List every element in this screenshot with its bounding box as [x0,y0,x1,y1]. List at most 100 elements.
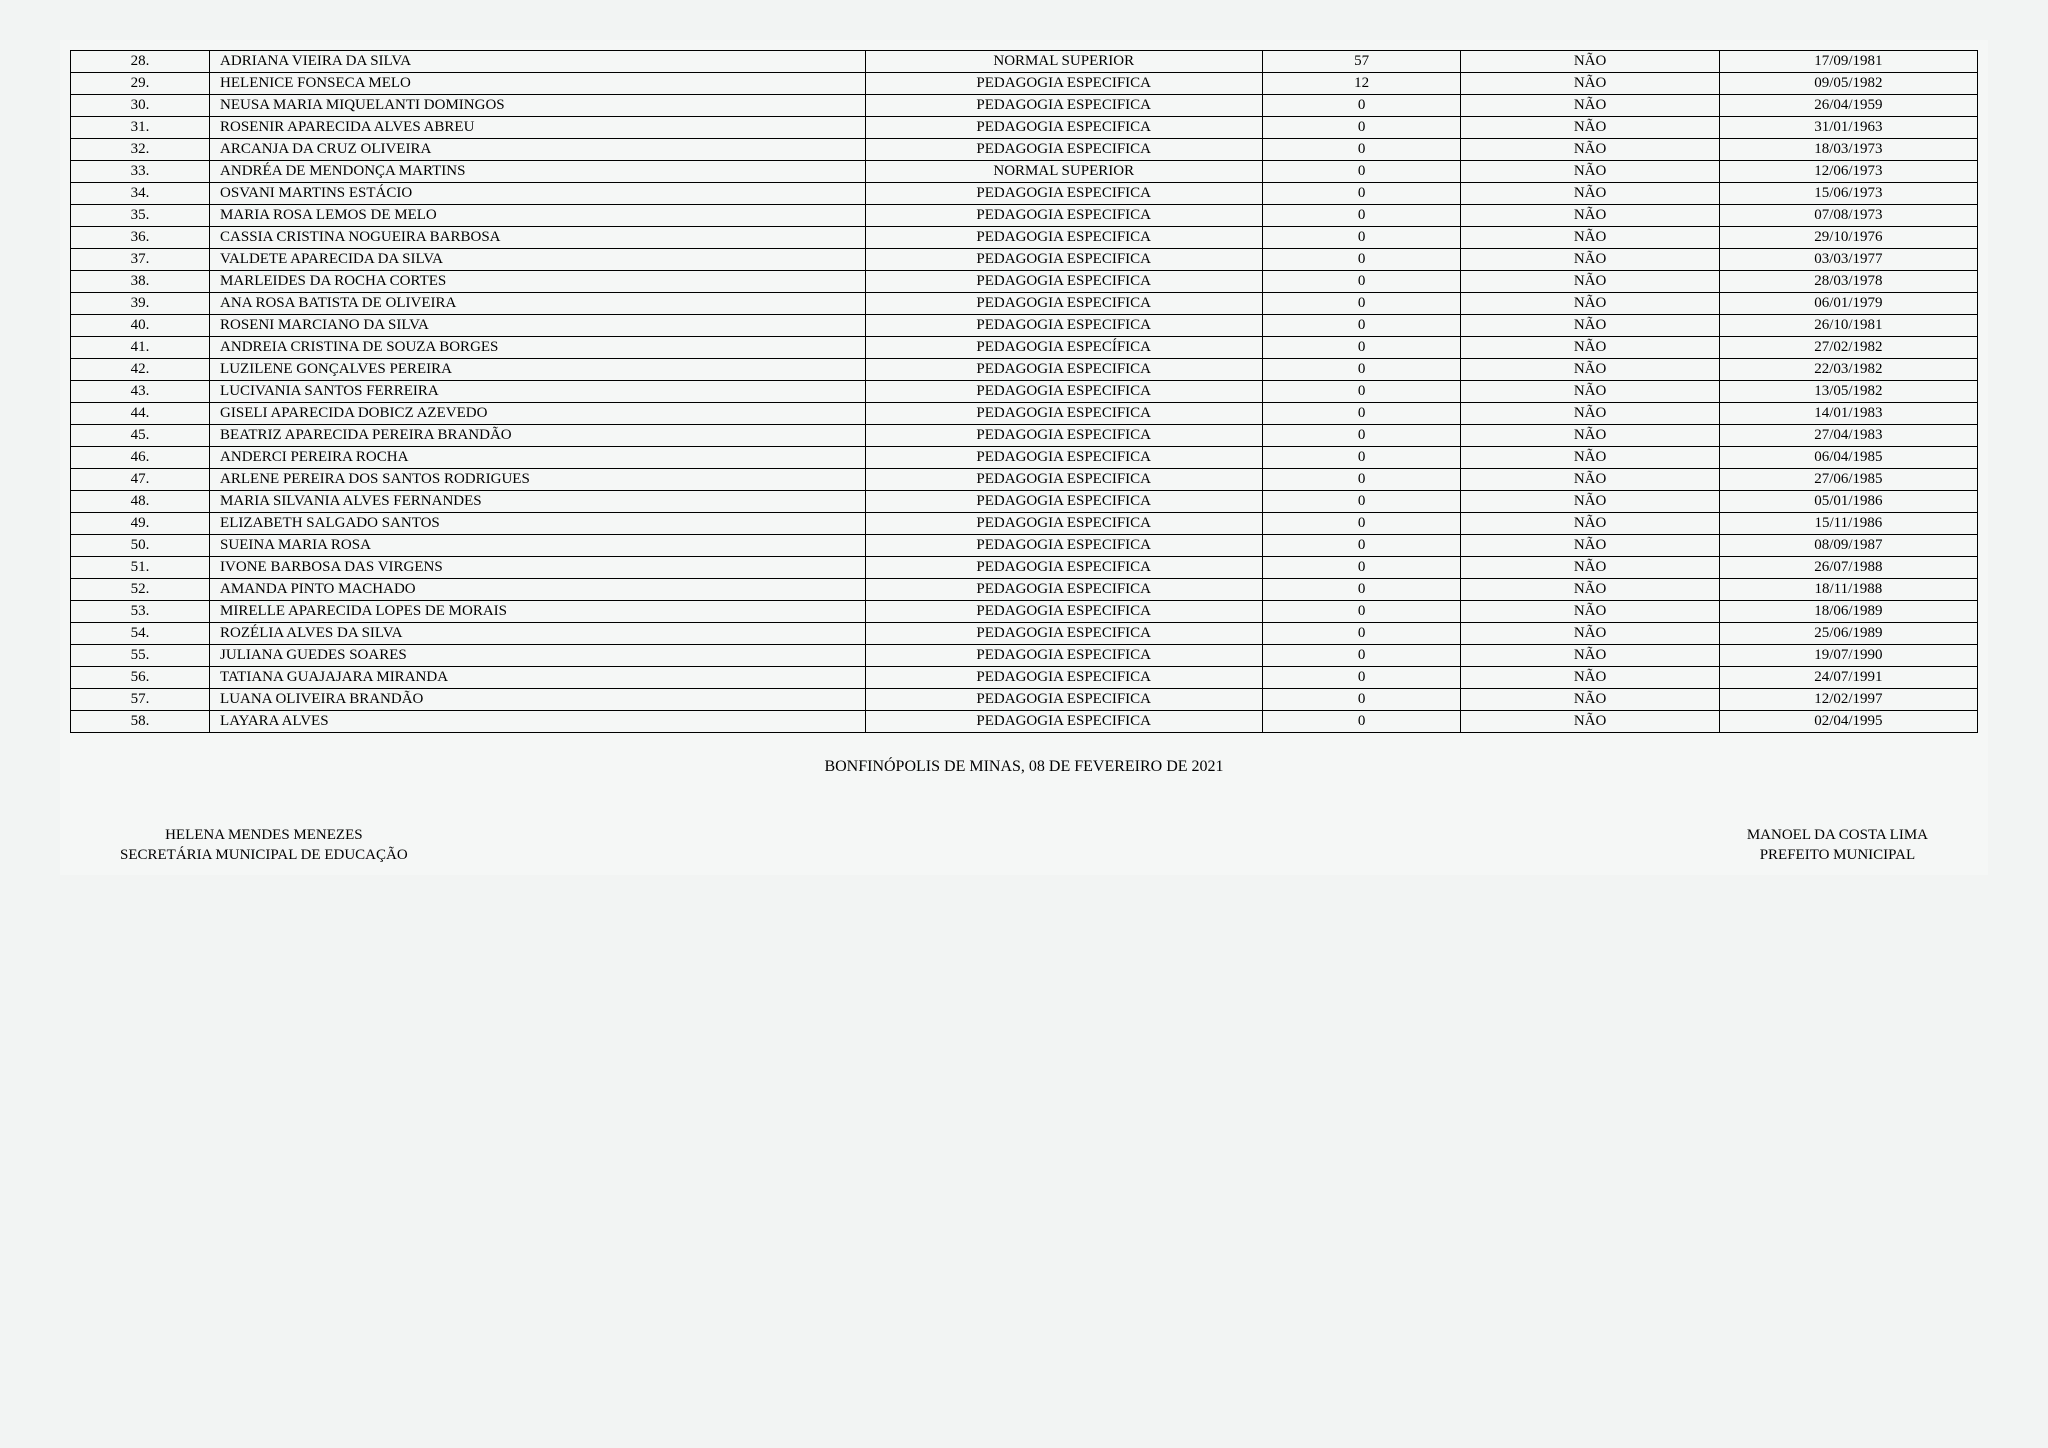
table-row: 34.OSVANI MARTINS ESTÁCIOPEDAGOGIA ESPEC… [71,183,1978,205]
cell-score: 0 [1262,205,1461,227]
cell-flag: NÃO [1461,139,1719,161]
signature-right-title: PREFEITO MUNICIPAL [1747,846,1928,866]
cell-date: 25/06/1989 [1719,623,1977,645]
cell-number: 34. [71,183,210,205]
cell-flag: NÃO [1461,513,1719,535]
cell-number: 33. [71,161,210,183]
cell-date: 05/01/1986 [1719,491,1977,513]
cell-number: 30. [71,95,210,117]
cell-number: 50. [71,535,210,557]
cell-type: PEDAGOGIA ESPECIFICA [865,689,1262,711]
cell-type: PEDAGOGIA ESPECIFICA [865,491,1262,513]
cell-name: LUANA OLIVEIRA BRANDÃO [210,689,866,711]
cell-name: MARIA ROSA LEMOS DE MELO [210,205,866,227]
cell-name: AMANDA PINTO MACHADO [210,579,866,601]
cell-number: 52. [71,579,210,601]
cell-score: 0 [1262,689,1461,711]
cell-name: LUZILENE GONÇALVES PEREIRA [210,359,866,381]
cell-number: 41. [71,337,210,359]
cell-score: 0 [1262,513,1461,535]
table-row: 33.ANDRÉA DE MENDONÇA MARTINSNORMAL SUPE… [71,161,1978,183]
cell-name: SUEINA MARIA ROSA [210,535,866,557]
table-row: 45.BEATRIZ APARECIDA PEREIRA BRANDÃOPEDA… [71,425,1978,447]
signature-left-title: SECRETÁRIA MUNICIPAL DE EDUCAÇÃO [120,846,408,866]
cell-score: 0 [1262,315,1461,337]
cell-date: 13/05/1982 [1719,381,1977,403]
cell-flag: NÃO [1461,205,1719,227]
signature-left-name: HELENA MENDES MENEZES [120,826,408,846]
cell-type: PEDAGOGIA ESPECIFICA [865,205,1262,227]
cell-flag: NÃO [1461,293,1719,315]
cell-type: NORMAL SUPERIOR [865,161,1262,183]
cell-flag: NÃO [1461,271,1719,293]
cell-flag: NÃO [1461,711,1719,733]
cell-type: PEDAGOGIA ESPECIFICA [865,667,1262,689]
table-row: 58.LAYARA ALVESPEDAGOGIA ESPECIFICA0NÃO0… [71,711,1978,733]
cell-flag: NÃO [1461,689,1719,711]
cell-score: 0 [1262,161,1461,183]
cell-type: PEDAGOGIA ESPECIFICA [865,249,1262,271]
cell-name: CASSIA CRISTINA NOGUEIRA BARBOSA [210,227,866,249]
cell-date: 17/09/1981 [1719,51,1977,73]
cell-date: 19/07/1990 [1719,645,1977,667]
cell-score: 0 [1262,359,1461,381]
footer-location-date: BONFINÓPOLIS DE MINAS, 08 DE FEVEREIRO D… [70,758,1978,776]
cell-flag: NÃO [1461,183,1719,205]
cell-score: 0 [1262,425,1461,447]
cell-name: VALDETE APARECIDA DA SILVA [210,249,866,271]
cell-flag: NÃO [1461,425,1719,447]
cell-type: PEDAGOGIA ESPECIFICA [865,711,1262,733]
table-row: 35.MARIA ROSA LEMOS DE MELOPEDAGOGIA ESP… [71,205,1978,227]
cell-score: 0 [1262,601,1461,623]
table-row: 56.TATIANA GUAJAJARA MIRANDAPEDAGOGIA ES… [71,667,1978,689]
cell-type: PEDAGOGIA ESPECIFICA [865,359,1262,381]
cell-date: 12/06/1973 [1719,161,1977,183]
cell-type: PEDAGOGIA ESPECIFICA [865,271,1262,293]
cell-score: 0 [1262,227,1461,249]
cell-flag: NÃO [1461,73,1719,95]
cell-date: 12/02/1997 [1719,689,1977,711]
table-row: 43.LUCIVANIA SANTOS FERREIRAPEDAGOGIA ES… [71,381,1978,403]
cell-date: 18/03/1973 [1719,139,1977,161]
table-row: 47.ARLENE PEREIRA DOS SANTOS RODRIGUESPE… [71,469,1978,491]
cell-name: ANDREIA CRISTINA DE SOUZA BORGES [210,337,866,359]
cell-score: 0 [1262,447,1461,469]
cell-score: 0 [1262,623,1461,645]
cell-score: 0 [1262,579,1461,601]
cell-number: 54. [71,623,210,645]
cell-score: 0 [1262,271,1461,293]
cell-type: PEDAGOGIA ESPECIFICA [865,557,1262,579]
cell-date: 15/06/1973 [1719,183,1977,205]
cell-type: PEDAGOGIA ESPECIFICA [865,381,1262,403]
cell-number: 48. [71,491,210,513]
cell-name: IVONE BARBOSA DAS VIRGENS [210,557,866,579]
cell-name: MARLEIDES DA ROCHA CORTES [210,271,866,293]
cell-score: 0 [1262,337,1461,359]
cell-number: 49. [71,513,210,535]
table-row: 53.MIRELLE APARECIDA LOPES DE MORAISPEDA… [71,601,1978,623]
cell-type: PEDAGOGIA ESPECIFICA [865,601,1262,623]
table-row: 54.ROZÉLIA ALVES DA SILVAPEDAGOGIA ESPEC… [71,623,1978,645]
cell-name: LUCIVANIA SANTOS FERREIRA [210,381,866,403]
cell-score: 0 [1262,139,1461,161]
table-row: 57.LUANA OLIVEIRA BRANDÃOPEDAGOGIA ESPEC… [71,689,1978,711]
cell-flag: NÃO [1461,227,1719,249]
table-row: 28.ADRIANA VIEIRA DA SILVANORMAL SUPERIO… [71,51,1978,73]
cell-name: ROSENI MARCIANO DA SILVA [210,315,866,337]
cell-number: 28. [71,51,210,73]
table-row: 52.AMANDA PINTO MACHADOPEDAGOGIA ESPECIF… [71,579,1978,601]
table-row: 41.ANDREIA CRISTINA DE SOUZA BORGESPEDAG… [71,337,1978,359]
cell-number: 57. [71,689,210,711]
table-row: 38.MARLEIDES DA ROCHA CORTESPEDAGOGIA ES… [71,271,1978,293]
cell-date: 29/10/1976 [1719,227,1977,249]
signature-right: MANOEL DA COSTA LIMA PREFEITO MUNICIPAL [1747,826,1928,865]
cell-name: ADRIANA VIEIRA DA SILVA [210,51,866,73]
cell-name: ELIZABETH SALGADO SANTOS [210,513,866,535]
cell-type: PEDAGOGIA ESPECÍFICA [865,337,1262,359]
cell-score: 0 [1262,249,1461,271]
table-row: 46.ANDERCI PEREIRA ROCHAPEDAGOGIA ESPECI… [71,447,1978,469]
cell-flag: NÃO [1461,491,1719,513]
cell-flag: NÃO [1461,359,1719,381]
cell-name: ARCANJA DA CRUZ OLIVEIRA [210,139,866,161]
cell-date: 26/07/1988 [1719,557,1977,579]
